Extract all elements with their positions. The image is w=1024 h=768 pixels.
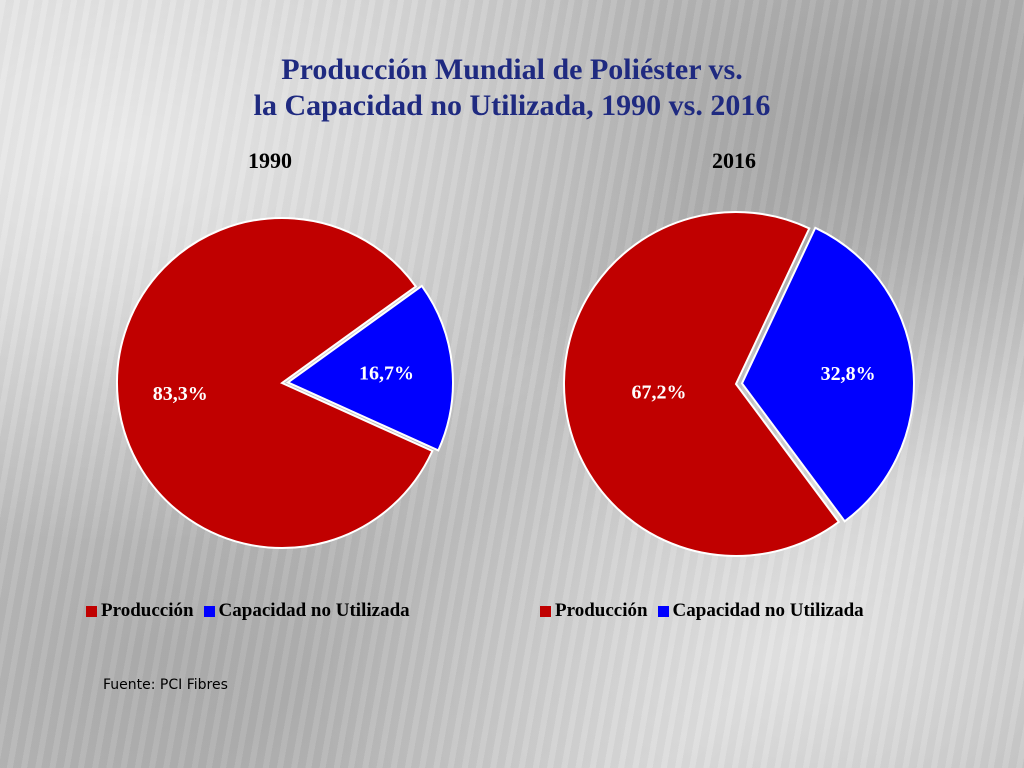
legend-1990: Producción Capacidad no Utilizada	[86, 600, 420, 622]
legend-swatch-capacidad	[657, 605, 669, 617]
legend-label-capacidad: Capacidad no Utilizada	[672, 600, 864, 621]
legend-label-produccion: Producción	[101, 600, 194, 621]
legend-2016: Producción Capacidad no Utilizada	[540, 600, 874, 622]
legend-item-capacidad: Capacidad no Utilizada	[657, 600, 864, 622]
chart-title: Producción Mundial de Poliéster vs. la C…	[0, 52, 1024, 124]
legend-item-capacidad: Capacidad no Utilizada	[203, 600, 410, 622]
slice-produccion	[116, 217, 434, 549]
pie-chart-1990: 83,3% 16,7%	[116, 217, 454, 549]
legend-item-produccion: Producción	[86, 600, 194, 622]
data-label-produccion: 67,2%	[631, 382, 686, 404]
title-line-1: Producción Mundial de Poliéster vs.	[281, 53, 743, 86]
slice-capacidad	[285, 284, 454, 452]
pie-chart-2016: 67,2% 32,8%	[563, 211, 915, 557]
legend-label-capacidad: Capacidad no Utilizada	[218, 600, 410, 621]
data-label-capacidad: 32,8%	[821, 363, 876, 385]
legend-swatch-produccion	[540, 605, 551, 617]
legend-swatch-produccion	[86, 605, 97, 617]
source-note: Fuente: PCI Fibres	[103, 677, 228, 693]
data-label-produccion: 83,3%	[153, 383, 208, 405]
pie-title-1990: 1990	[248, 148, 292, 173]
legend-label-produccion: Producción	[555, 600, 648, 621]
data-label-capacidad: 16,7%	[359, 363, 414, 385]
legend-item-produccion: Producción	[540, 600, 648, 622]
title-line-2: la Capacidad no Utilizada, 1990 vs. 2016	[253, 89, 771, 122]
legend-swatch-capacidad	[203, 605, 215, 617]
pie-title-2016: 2016	[712, 148, 756, 173]
slice-capacidad	[740, 226, 915, 523]
slice-produccion	[563, 211, 841, 557]
